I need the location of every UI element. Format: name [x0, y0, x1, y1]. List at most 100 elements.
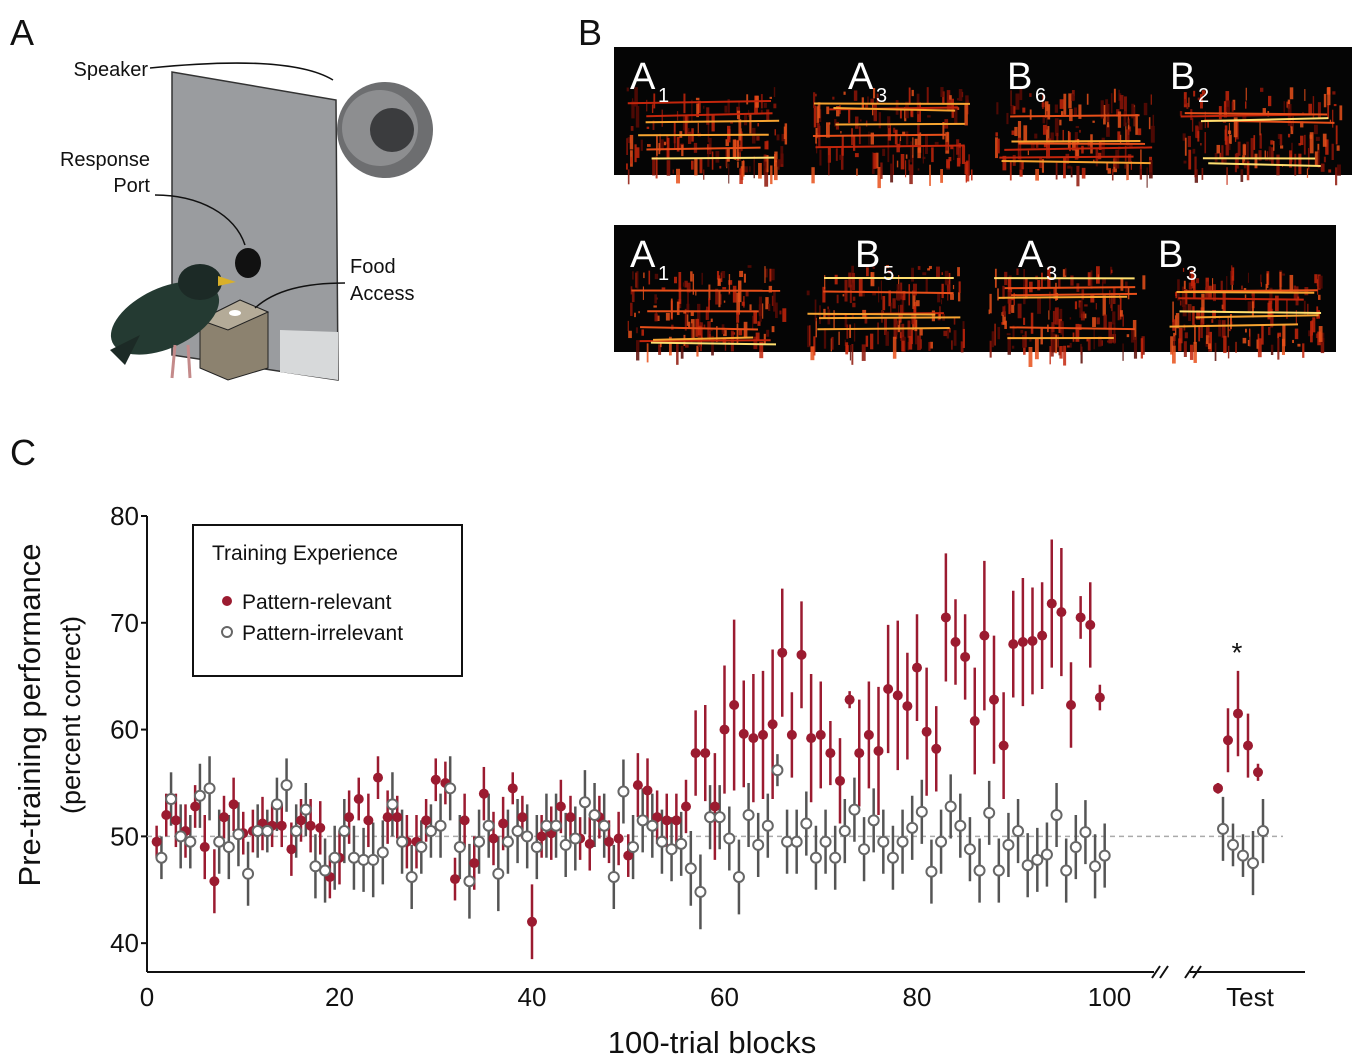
spectrogram-texture: [997, 138, 1000, 154]
data-point: [646, 819, 659, 832]
data-point: [681, 801, 691, 812]
spectrogram-texture: [880, 162, 883, 179]
spectrogram-texture: [854, 153, 859, 158]
spectrogram-texture: [964, 161, 968, 175]
spectrogram-texture: [1129, 144, 1133, 148]
spectrogram-texture: [1122, 314, 1124, 327]
spectrogram-texture: [1178, 297, 1304, 301]
spectrogram-texture: [1001, 159, 1151, 165]
spectrogram-texture: [900, 154, 905, 170]
spectrogram-texture: [877, 166, 881, 189]
spectrogram-texture: [685, 344, 689, 348]
spectrogram-texture: [765, 155, 769, 173]
spectrogram-texture: [1111, 168, 1114, 181]
spectrogram-texture: [636, 147, 640, 158]
spectrogram-texture: [1325, 139, 1329, 155]
spectrogram-texture: [1028, 346, 1033, 367]
spectrogram-texture: [716, 270, 720, 280]
spectrogram-texture: [1195, 125, 1199, 138]
spectrogram-texture: [1332, 91, 1336, 95]
spectrogram-texture: [1189, 270, 1191, 280]
spectrogram-texture: [1222, 292, 1226, 313]
spectrogram-texture: [703, 169, 705, 180]
legend-marker: [221, 626, 233, 638]
song-subscript: 5: [883, 263, 894, 285]
spectrogram-texture: [1100, 340, 1103, 346]
spectrogram-texture: [1055, 282, 1057, 301]
data-point: [1002, 838, 1015, 851]
spectrogram-texture: [1208, 331, 1212, 352]
spectrogram-texture: [688, 128, 690, 132]
spectrogram-texture: [848, 107, 851, 124]
spectrogram-texture: [1023, 125, 1028, 141]
spectrogram-texture: [1054, 334, 1058, 354]
spectrogram-texture: [810, 346, 815, 361]
spectrogram-texture: [844, 279, 848, 302]
spectrogram-texture: [695, 291, 697, 296]
spectrogram-texture: [1282, 273, 1286, 276]
spectrogram-texture: [1119, 134, 1122, 144]
data-point: [944, 800, 957, 813]
spectrogram-texture: [809, 325, 811, 346]
spectrogram-texture: [1095, 303, 1097, 310]
spectrogram-texture: [1176, 290, 1315, 294]
data-point: [209, 876, 220, 887]
spectrogram-texture: [1178, 338, 1182, 352]
spectrogram-texture: [1318, 326, 1323, 342]
data-point: [892, 690, 903, 701]
data-point: [848, 803, 861, 816]
data-point: [613, 833, 624, 844]
spectrogram-texture: [1312, 317, 1316, 333]
spectrogram-texture: [716, 326, 718, 343]
spectrogram-texture: [691, 99, 693, 122]
spectrogram-texture: [1123, 96, 1127, 116]
spectrogram-texture: [1002, 311, 1006, 325]
spectrogram-texture: [676, 301, 680, 316]
data-point: [732, 870, 745, 883]
test-point: [1247, 857, 1259, 870]
spectrogram-texture: [1086, 338, 1089, 342]
data-point: [488, 833, 499, 844]
spectrogram-texture: [1107, 168, 1112, 174]
spectrogram-texture: [764, 154, 767, 168]
data-point: [883, 684, 894, 695]
spectrogram-texture: [648, 270, 651, 285]
spectrogram-texture: [1272, 312, 1274, 327]
data-point: [450, 874, 460, 885]
spectrogram-texture: [1184, 332, 1188, 339]
spectrogram-texture: [715, 288, 719, 305]
spectrogram-texture: [887, 123, 892, 141]
spectrogram-texture: [650, 341, 777, 346]
spectrogram-texture: [1188, 282, 1193, 290]
spectrogram-texture: [709, 328, 713, 332]
spectrogram-texture: [752, 315, 754, 330]
spectrogram-texture: [1225, 91, 1230, 107]
spectrogram-texture: [1273, 140, 1275, 151]
spectrogram-texture: [1142, 275, 1146, 290]
spectrogram-texture: [768, 285, 773, 293]
spectrogram-texture: [994, 323, 996, 346]
data-point: [767, 719, 778, 730]
spectrogram-texture: [768, 303, 771, 312]
spectrogram-texture: [1100, 100, 1104, 119]
data-point: [155, 851, 168, 864]
spectrogram-texture: [778, 166, 780, 170]
spectrogram-texture: [843, 91, 846, 95]
spectrogram-texture: [943, 330, 948, 337]
spectrogram-texture: [1063, 157, 1066, 179]
spectrogram-texture: [892, 336, 897, 359]
spectrogram-texture: [1200, 307, 1205, 325]
spectrogram-texture: [1309, 134, 1313, 139]
spectrogram-texture: [1232, 99, 1236, 111]
spectrogram-texture: [1035, 141, 1039, 148]
spectrogram-texture: [1231, 267, 1235, 281]
spectrogram-texture: [1101, 282, 1104, 296]
spectrogram-texture: [1047, 267, 1051, 287]
spectrogram-texture: [960, 341, 964, 353]
spectrogram-texture: [1201, 90, 1206, 95]
spectrogram-texture: [1264, 150, 1266, 158]
spectrogram-texture: [1200, 117, 1329, 123]
spectrogram-texture: [738, 101, 740, 117]
y-axis-title: Pre-training performance: [12, 544, 47, 887]
spectrogram-texture: [1013, 292, 1015, 306]
